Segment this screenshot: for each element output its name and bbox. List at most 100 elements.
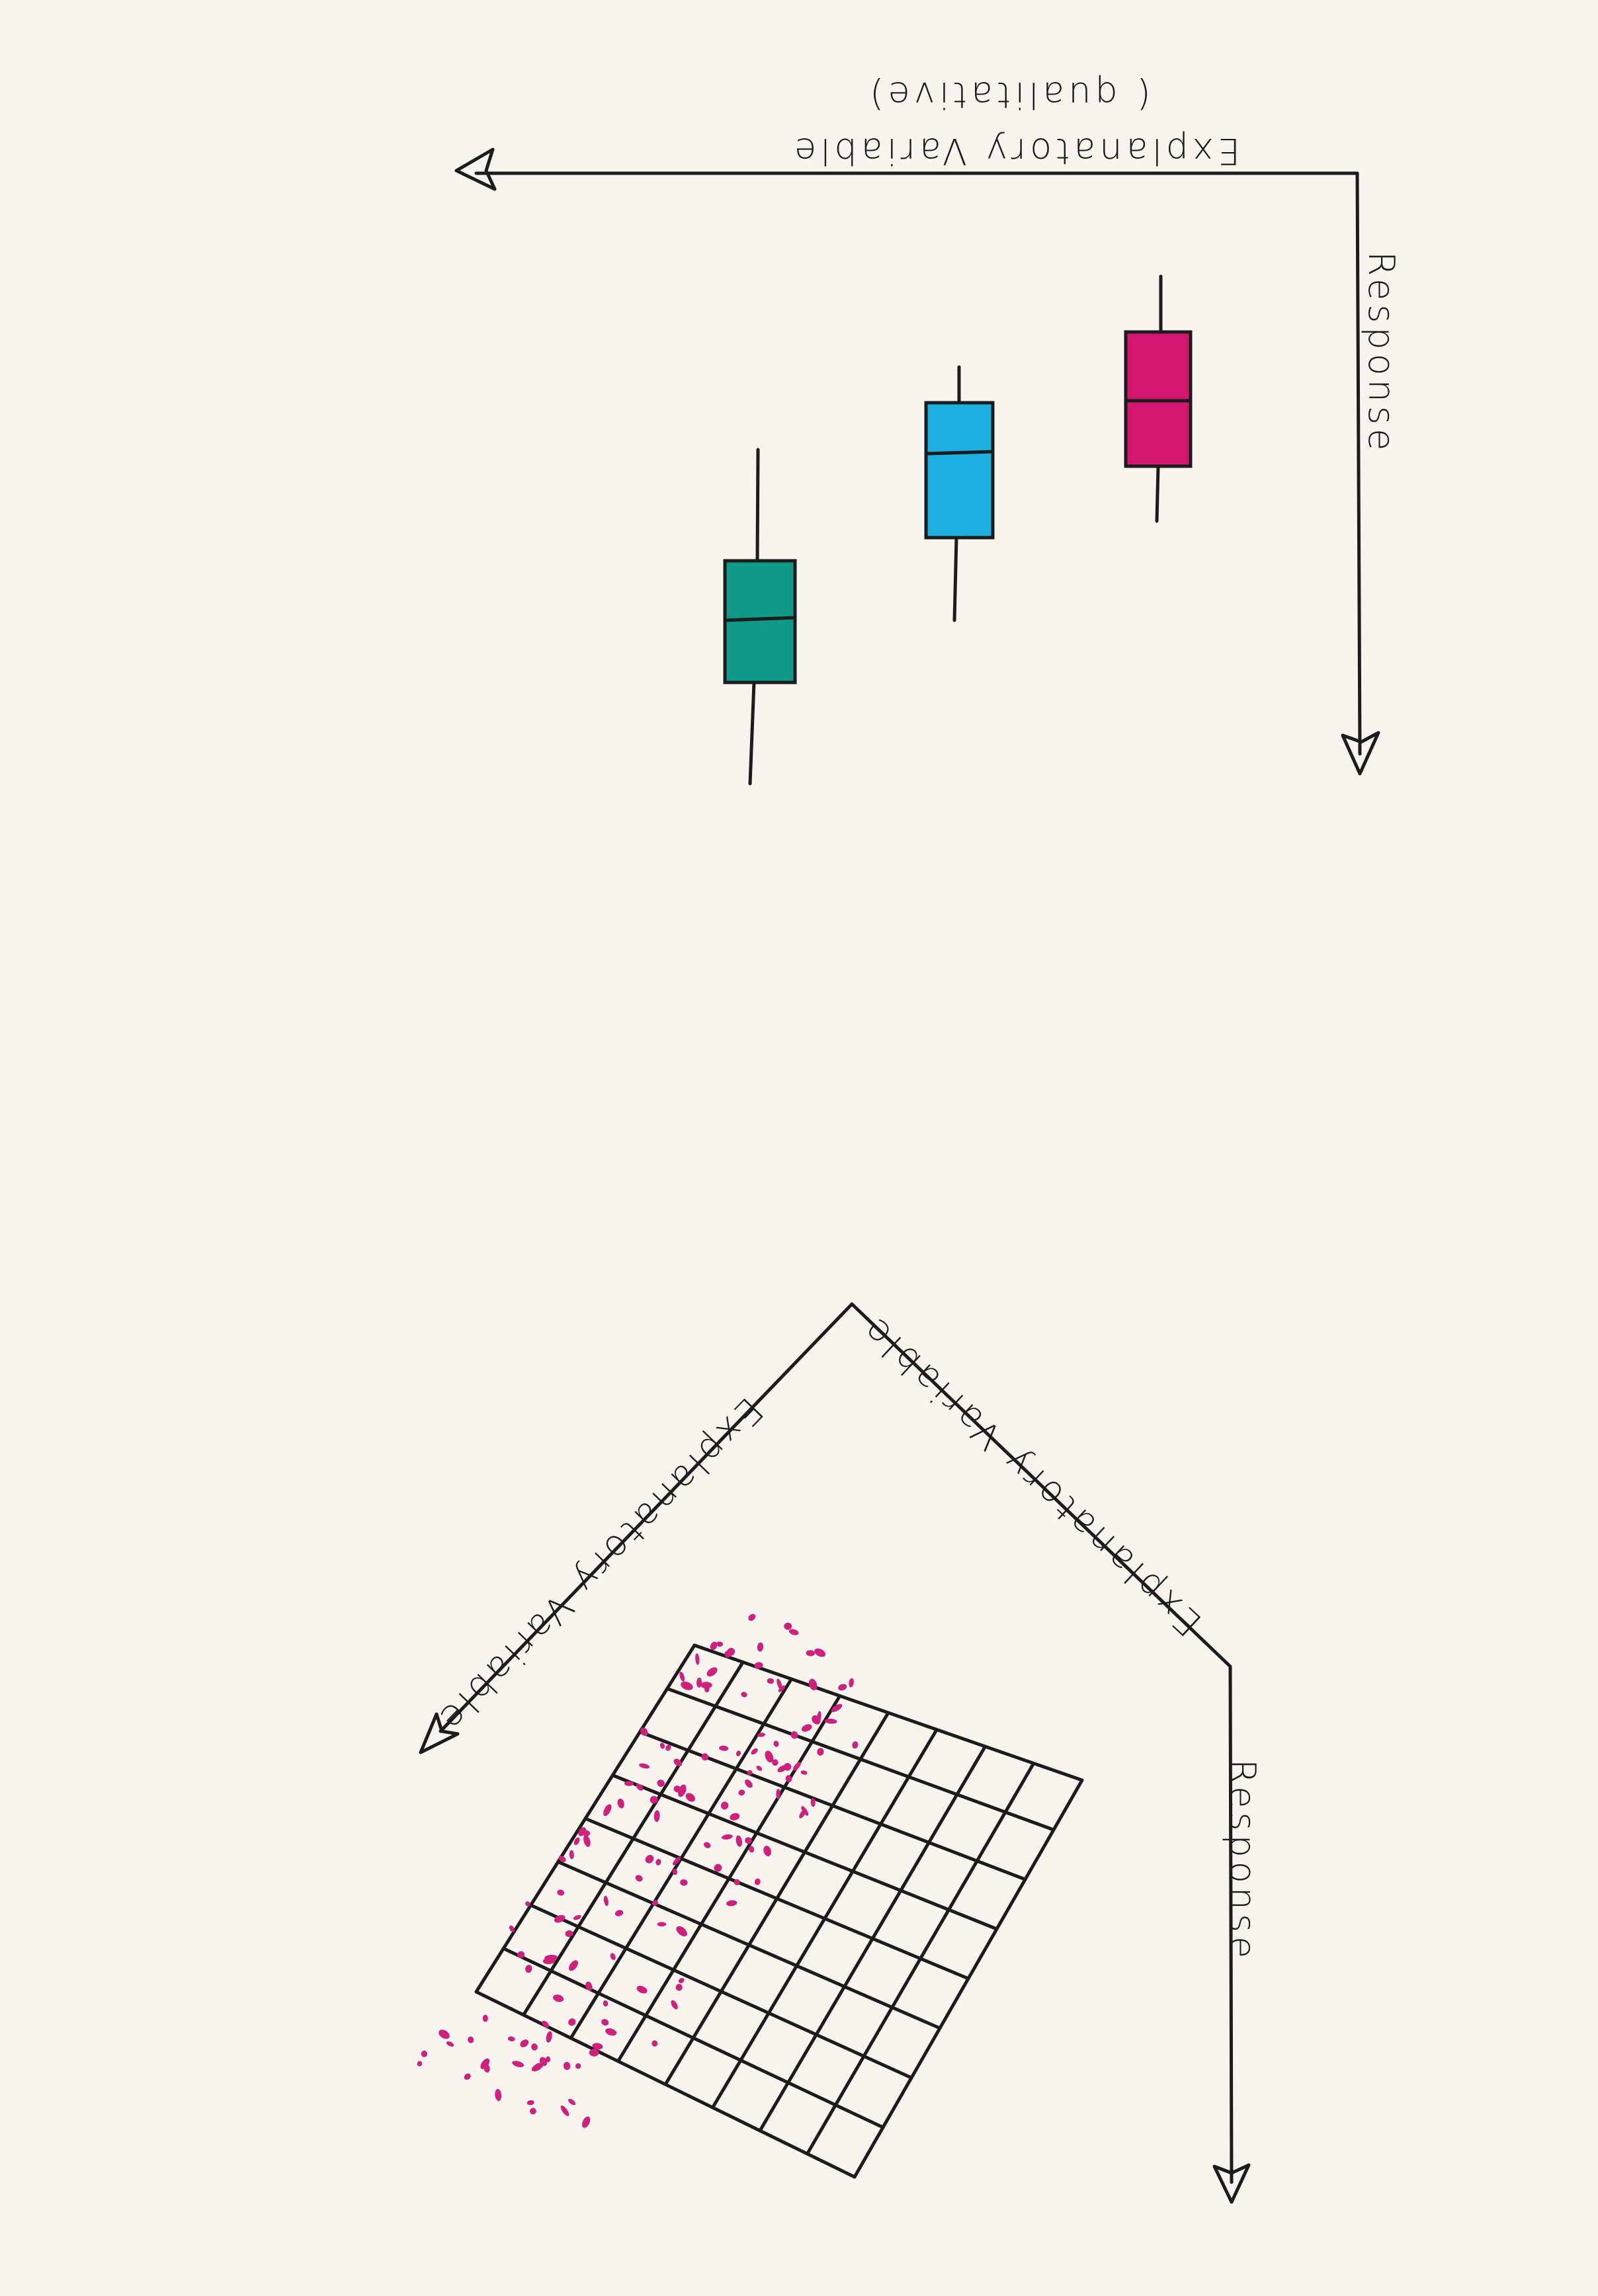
scatter-point	[754, 1878, 761, 1885]
scatter-point	[730, 1813, 740, 1821]
boxplot-x-axis-sublabel: ( qualitative)	[866, 74, 1151, 116]
scatter-point	[671, 2000, 678, 2010]
scatter-point	[507, 2036, 515, 2041]
scatter-point	[480, 2058, 490, 2069]
scatter-point	[421, 2051, 428, 2057]
scatter-point	[585, 1981, 593, 1991]
scatter-point	[703, 1842, 711, 1848]
scatter-point	[754, 1662, 763, 1669]
axis-right	[850, 1302, 1232, 1668]
scatter-point	[785, 1775, 792, 1783]
scatter-point	[509, 1925, 515, 1932]
scatter-point	[747, 1770, 753, 1776]
scatter-point	[757, 1733, 765, 1737]
scatter-point	[676, 1926, 687, 1937]
box-plot-teal	[723, 448, 797, 786]
scatter-point	[777, 1765, 787, 1772]
scatter-point	[675, 1984, 683, 1991]
scatter-point	[801, 1806, 809, 1816]
scatter-point	[640, 1727, 648, 1737]
scatter-point	[738, 1789, 745, 1796]
scatter-point	[446, 2041, 454, 2047]
scatter-point	[417, 2061, 423, 2067]
scatter-point	[554, 1914, 566, 1923]
scatter-point	[701, 1753, 709, 1761]
box-plot-cyan	[924, 365, 995, 622]
scatter-point	[817, 1748, 824, 1756]
scatter-point	[614, 1910, 624, 1916]
scatter-point	[838, 1684, 847, 1691]
scatter-point	[557, 1889, 565, 1896]
scatter-point	[678, 1978, 685, 1984]
scatter-point	[542, 2020, 550, 2028]
boxplot-y-axis-label: Response	[1361, 251, 1402, 454]
scatter-point	[635, 1875, 643, 1882]
scatter-point	[563, 2062, 571, 2070]
scatter-point	[777, 1678, 782, 1690]
axis-response-label: Response	[1222, 1759, 1263, 1962]
scatter-point	[700, 1682, 712, 1689]
scatter-point	[681, 1681, 693, 1690]
scatter-point	[531, 2063, 544, 2072]
scatter-point	[573, 1914, 581, 1920]
scatter-point	[748, 1614, 756, 1621]
grid-line	[583, 1817, 970, 1981]
scatter-point	[736, 1750, 741, 1756]
grid-line	[758, 1744, 987, 2133]
scatter-point	[672, 1868, 678, 1875]
scatter-point	[724, 1651, 731, 1658]
scatter-point	[560, 2105, 569, 2117]
scatter-point	[720, 1801, 729, 1810]
scatter-point	[751, 1748, 758, 1755]
axis-left-arrowhead	[419, 1712, 460, 1754]
scatter-point	[678, 1784, 687, 1797]
scatter-point	[568, 2098, 576, 2106]
scatter-point	[636, 1985, 648, 1994]
scatter-point	[636, 1784, 644, 1791]
scatter-point	[736, 1835, 742, 1847]
scatter-point	[800, 1770, 808, 1775]
grid-line	[711, 1728, 939, 2110]
scatter-point	[529, 2108, 536, 2115]
scatter-point	[812, 1715, 821, 1725]
scatter-point	[565, 1930, 573, 1938]
y-axis-arrowhead	[1341, 731, 1380, 776]
scatter-point	[578, 1827, 587, 1836]
scatter-point	[706, 1667, 718, 1677]
scatter-point	[657, 1780, 665, 1787]
response-surface-grid	[474, 1643, 1084, 2179]
scatter-point	[553, 1994, 564, 2002]
scatter-point	[650, 1795, 658, 1804]
scatter-point	[784, 1622, 792, 1630]
scatter-point	[726, 1900, 737, 1906]
scatter-point	[745, 1837, 752, 1844]
scatter-point	[810, 1797, 816, 1807]
scatter-point	[788, 1629, 799, 1635]
scatter-point	[525, 1901, 530, 1906]
scatter-point	[665, 1744, 671, 1751]
scatter-point	[773, 1741, 779, 1747]
scatter-point	[659, 1742, 665, 1749]
scatter-point	[583, 1834, 591, 1847]
axis-right-label: Explanatory Variable	[853, 1307, 1210, 1645]
scatter-point	[558, 1856, 566, 1862]
scatter-point	[801, 1724, 812, 1732]
scatter-point	[645, 1854, 654, 1864]
grid-line	[853, 1778, 1084, 2179]
scatter-point	[605, 2028, 617, 2036]
scatter-point	[601, 2019, 609, 2026]
scatter-point	[852, 1741, 859, 1749]
scatter-point	[695, 1653, 700, 1665]
scatter-point	[749, 1846, 755, 1853]
boxplot-diagram: Explanatory Variable ( qualitative) Resp…	[454, 74, 1402, 786]
scatter-point	[657, 1922, 667, 1927]
scatter-point	[831, 1703, 843, 1712]
scatter-point	[767, 1678, 775, 1684]
scatter-point	[539, 2057, 548, 2067]
scatter-point	[464, 2073, 471, 2080]
scatter-point	[673, 1856, 681, 1866]
scatter-point	[808, 1678, 818, 1691]
scatter-point	[610, 1953, 616, 1960]
scatter-point	[849, 1678, 854, 1688]
